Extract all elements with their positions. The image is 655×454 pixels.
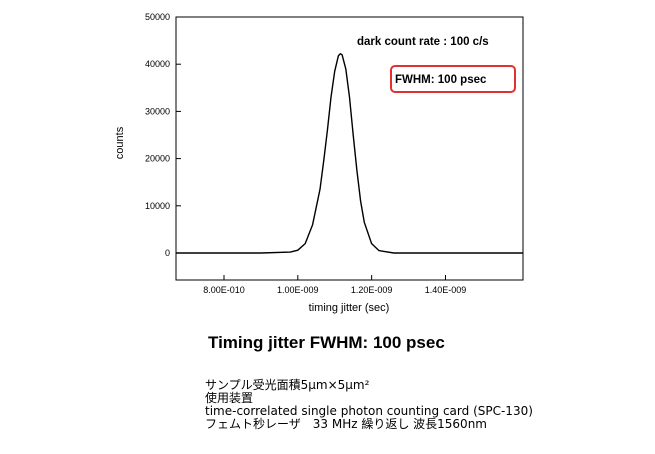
x-axis-title: timing jitter (sec)	[309, 302, 390, 314]
x-tick-label: 8.00E-010	[203, 285, 245, 295]
dark-count-annotation: dark count rate : 100 c/s	[357, 36, 489, 48]
caption-title: Timing jitter FWHM: 100 psec	[208, 333, 445, 352]
y-tick-label: 0	[165, 248, 170, 258]
x-axis: 8.00E-010 1.00E-009 1.20E-009 1.40E-009	[203, 275, 466, 295]
note-line: サンプル受光面積5μm×5μm²	[205, 378, 370, 392]
measurement-notes: サンプル受光面積5μm×5μm² 使用装置 time-correlated si…	[205, 379, 533, 431]
series-line	[176, 52, 523, 254]
y-tick-label: 50000	[145, 12, 170, 22]
y-tick-label: 10000	[145, 201, 170, 211]
note-line: time-correlated single photon counting c…	[205, 404, 533, 418]
y-tick-label: 30000	[145, 106, 170, 116]
y-tick-label: 20000	[145, 154, 170, 164]
y-axis: 0 10000 20000 30000 40000 50000	[145, 12, 181, 258]
y-axis-title: counts	[114, 126, 126, 159]
x-tick-label: 1.40E-009	[425, 285, 467, 295]
plot-frame	[175, 16, 524, 281]
x-tick-label: 1.20E-009	[351, 285, 393, 295]
note-line: 使用装置	[205, 391, 254, 405]
fwhm-annotation: FWHM: 100 psec	[395, 74, 487, 86]
fwhm-annotation-box	[390, 65, 516, 93]
jitter-chart: 0 10000 20000 30000 40000 50000 8.00E-010 1.00…	[114, 12, 524, 314]
x-tick-label: 1.00E-009	[277, 285, 319, 295]
y-tick-label: 40000	[145, 59, 170, 69]
note-line: フェムト秒レーザ 33 MHz 繰り返し 波長1560nm	[205, 417, 487, 431]
